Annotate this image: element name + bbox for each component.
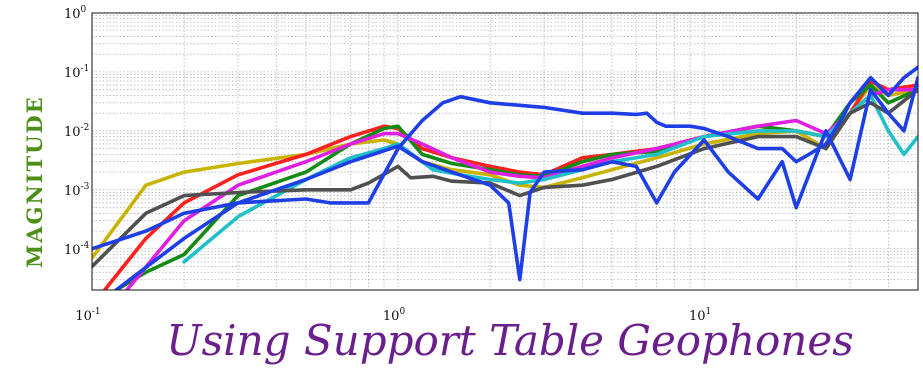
y-tick-label: 10-1 — [64, 64, 89, 81]
plot-area — [92, 65, 918, 290]
y-tick-label: 10-2 — [64, 123, 89, 140]
series-line-6 — [92, 87, 918, 269]
x-tick-label: 10-1 — [75, 307, 100, 324]
series-line-8 — [114, 75, 918, 290]
x-tick-label: 100 — [383, 307, 406, 324]
y-axis-label: MAGNITUDE — [22, 95, 47, 268]
x-tick-label: 101 — [689, 307, 711, 324]
tick-labels: 10-1 100 101 100 10-1 10-2 10-3 10-4 — [64, 5, 711, 324]
axes-box — [91, 12, 919, 291]
y-tick-label: 100 — [64, 5, 87, 22]
y-tick-label: 10-3 — [64, 182, 90, 199]
grid — [91, 12, 919, 291]
chart-title: Using Support Table Geophones — [166, 316, 854, 365]
y-tick-label: 10-4 — [64, 241, 90, 258]
series-line-7 — [92, 65, 918, 251]
